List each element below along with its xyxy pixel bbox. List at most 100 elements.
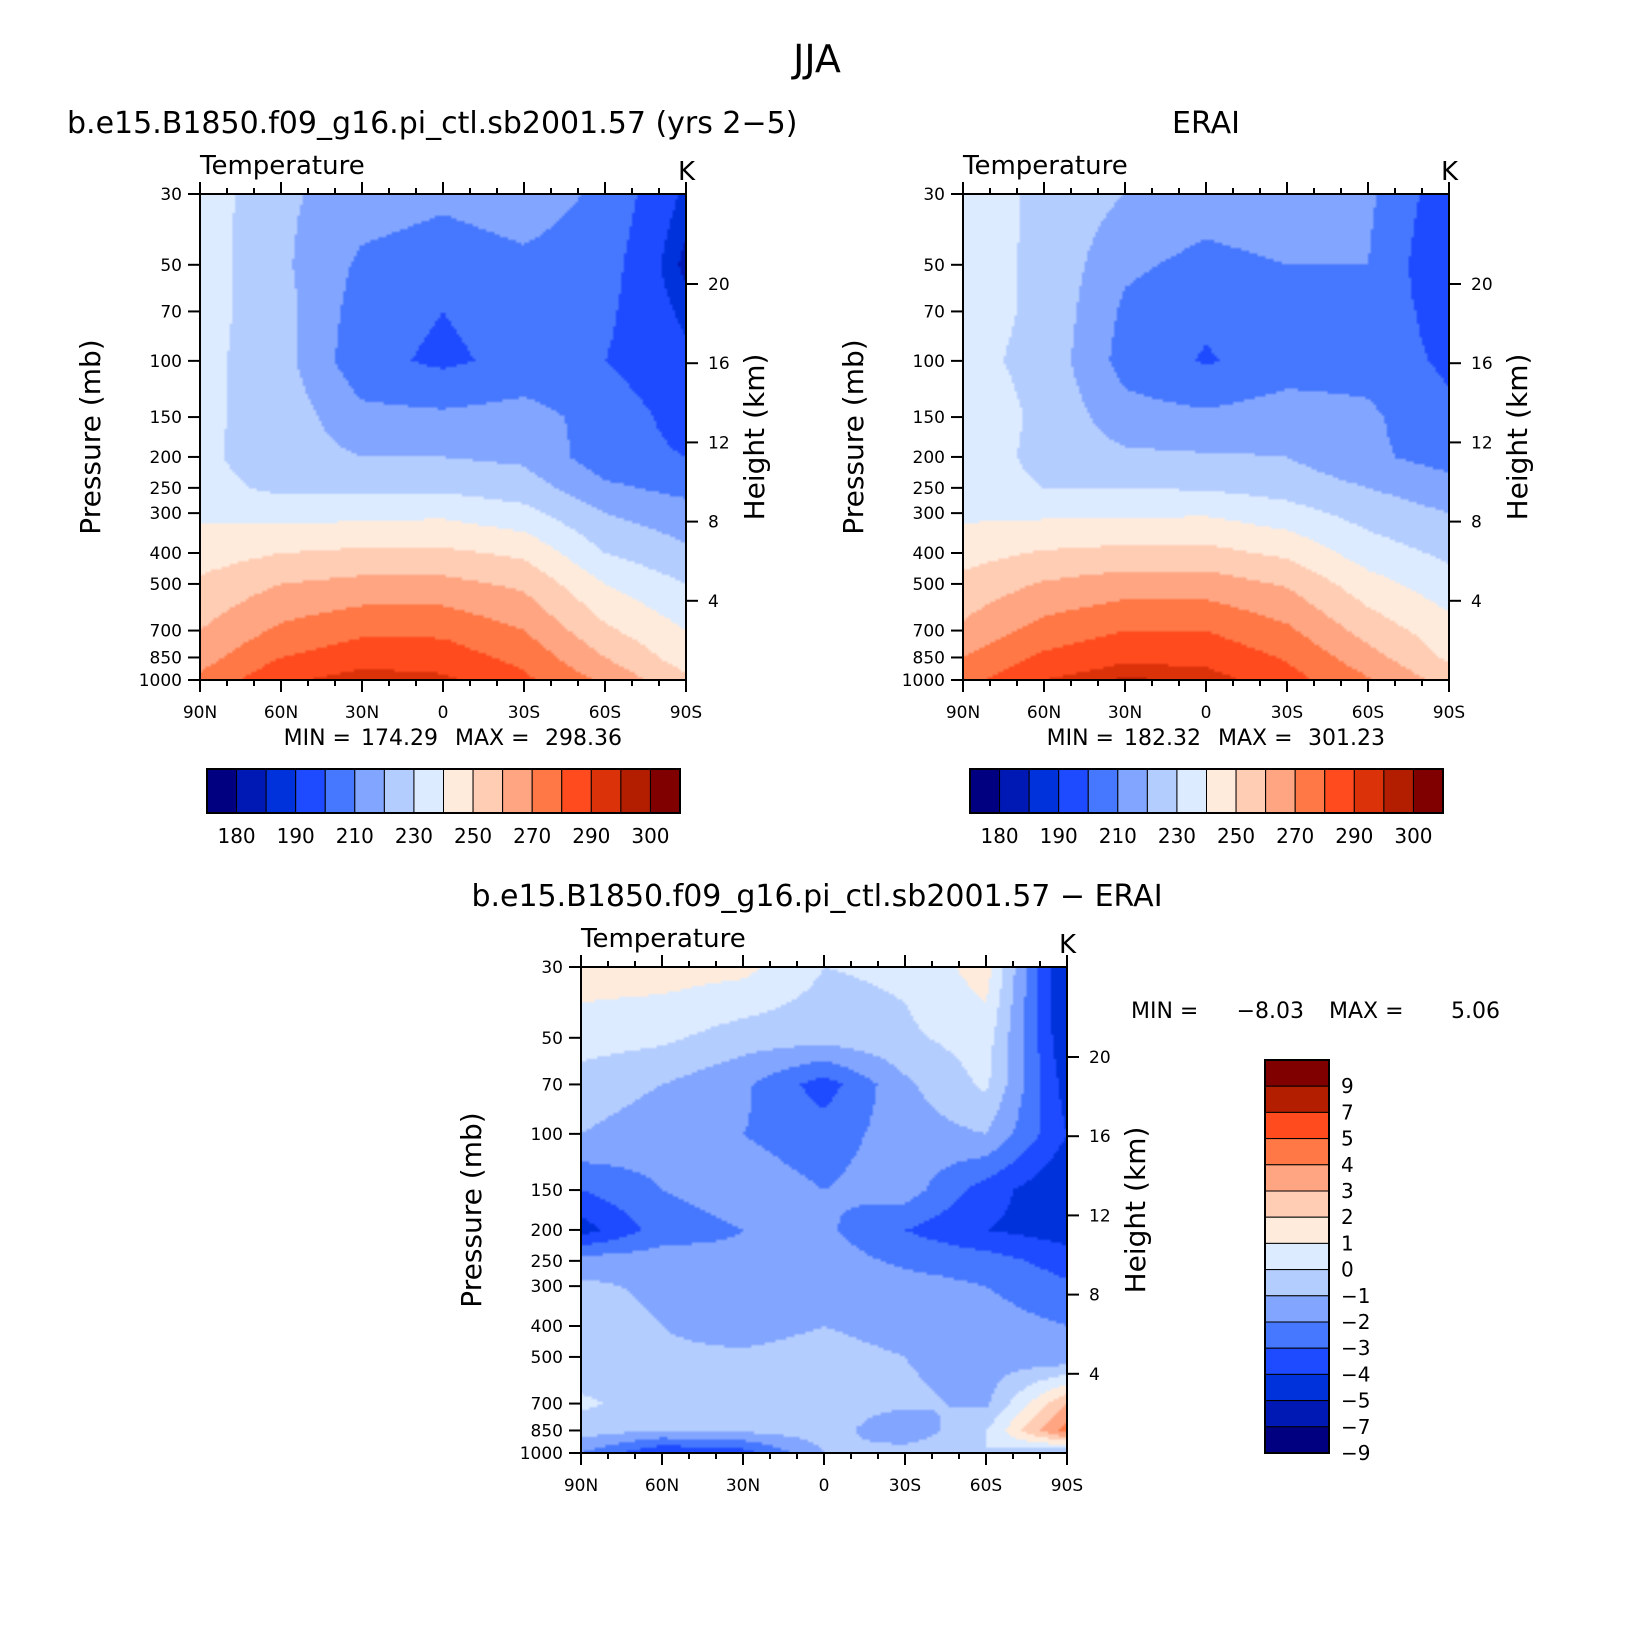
panels: b.e15.B1850.f09_g16.pi_ctl.sb2001.57 (yr…: [67, 106, 1534, 1496]
colorbar-label: −9: [1341, 1441, 1370, 1465]
colorbar-frame: [206, 768, 681, 814]
contour-field-0: [200, 194, 686, 680]
colorbar-swatch: [413, 768, 444, 814]
colorbar-label: 270: [1276, 824, 1314, 848]
y-tick-label: 50: [923, 256, 945, 276]
colorbar-swatch: [1028, 768, 1060, 814]
colorbar-swatch: [969, 768, 1001, 814]
colorbar-label: 180: [217, 824, 255, 848]
colorbar-swatch: [1412, 768, 1444, 814]
height-axis-label: Height (km): [1119, 1127, 1152, 1294]
variable-label: Temperature: [962, 151, 1128, 181]
x-tick-label: 0: [819, 1476, 830, 1496]
height-tick-label: 16: [708, 354, 730, 374]
x-tick-label: 60N: [264, 703, 298, 723]
panel-2: b.e15.B1850.f09_g16.pi_ctl.sb2001.57 − E…: [455, 879, 1500, 1496]
colorbar-swatch: [383, 768, 415, 814]
y-tick-label: 200: [150, 448, 182, 468]
y-tick-label: 100: [531, 1125, 563, 1145]
x-tick-label: 60N: [1027, 703, 1061, 723]
x-tick-label: 60N: [645, 1476, 679, 1496]
colorbar-label: 5: [1341, 1127, 1354, 1151]
stat-min-value: 174.29: [361, 726, 438, 751]
colorbar-label: −7: [1341, 1415, 1370, 1439]
height-tick-label: 4: [708, 592, 719, 612]
colorbar-label: −2: [1341, 1310, 1370, 1334]
colorbar-swatch: [1264, 1426, 1330, 1454]
y-tick-label: 200: [913, 448, 945, 468]
x-tick-label: 60S: [970, 1476, 1002, 1496]
y-tick-label: 150: [531, 1181, 563, 1201]
y-tick-label: 100: [913, 352, 945, 372]
colorbar-swatch: [561, 768, 592, 814]
x-tick-label: 90S: [1433, 703, 1465, 723]
height-tick-label: 8: [1471, 513, 1482, 533]
stat-max-value: 301.23: [1308, 726, 1385, 751]
colorbar-swatch: [502, 768, 533, 814]
colorbar-swatch: [620, 768, 651, 814]
panel-0: b.e15.B1850.f09_g16.pi_ctl.sb2001.57 (yr…: [67, 106, 797, 848]
colorbar-frame: [1264, 1059, 1330, 1454]
y-tick-label: 50: [541, 1029, 563, 1049]
variable-label: Temperature: [580, 924, 746, 954]
y-tick-label: 100: [150, 352, 182, 372]
colorbar-swatch: [1264, 1295, 1330, 1323]
y-tick-label: 250: [913, 479, 945, 499]
colorbar-swatch: [649, 768, 681, 814]
stat-max-label: MAX =: [1329, 999, 1404, 1024]
colorbar-label: 4: [1341, 1153, 1354, 1177]
colorbar-label: 250: [1217, 824, 1255, 848]
colorbar-label: 230: [395, 824, 433, 848]
height-tick-label: 16: [1471, 354, 1493, 374]
height-tick-label: 20: [708, 275, 730, 295]
x-tick-label: 0: [1201, 703, 1212, 723]
x-tick-label: 90N: [564, 1476, 598, 1496]
colorbar-swatch: [472, 768, 504, 814]
height-tick-label: 4: [1089, 1365, 1100, 1385]
colorbar-label: 180: [980, 824, 1018, 848]
colorbar-label: 210: [336, 824, 374, 848]
colorbar-label: 1: [1341, 1231, 1354, 1255]
contour-field-1: [963, 194, 1449, 680]
colorbar-swatch: [1264, 1138, 1330, 1166]
x-tick-label: 90N: [183, 703, 217, 723]
y-tick-label: 700: [150, 622, 182, 642]
height-tick-label: 20: [1089, 1048, 1111, 1068]
height-axis-label: Height (km): [1501, 354, 1534, 521]
y-tick-label: 400: [913, 544, 945, 564]
colorbar-swatch: [1264, 1269, 1330, 1297]
units-label: K: [1059, 930, 1077, 960]
x-tick-label: 90S: [1051, 1476, 1083, 1496]
panel-title: b.e15.B1850.f09_g16.pi_ctl.sb2001.57 − E…: [471, 879, 1162, 914]
height-tick-label: 16: [1089, 1127, 1111, 1147]
panel-title: b.e15.B1850.f09_g16.pi_ctl.sb2001.57 (yr…: [67, 106, 797, 141]
y-tick-label: 400: [150, 544, 182, 564]
y-tick-label: 500: [531, 1348, 563, 1368]
y-tick-label: 1000: [139, 671, 182, 691]
height-tick-label: 20: [1471, 275, 1493, 295]
x-tick-label: 30N: [1108, 703, 1142, 723]
y-tick-label: 1000: [902, 671, 945, 691]
y-tick-label: 700: [531, 1395, 563, 1415]
colorbar-swatch: [1235, 768, 1267, 814]
y-tick-label: 150: [913, 408, 945, 428]
colorbar-swatch: [324, 768, 356, 814]
stat-min-value: −8.03: [1237, 999, 1304, 1024]
x-tick-label: 90N: [946, 703, 980, 723]
colorbar-swatch: [236, 768, 267, 814]
colorbar-label: 3: [1341, 1179, 1354, 1203]
variable-label: Temperature: [199, 151, 365, 181]
colorbar-swatch: [1176, 768, 1207, 814]
stat-max-label: MAX =: [1218, 726, 1293, 751]
y-tick-label: 300: [150, 504, 182, 524]
colorbar-swatch: [1264, 1164, 1330, 1192]
y-axis-label: Pressure (mb): [837, 339, 870, 534]
panel-1: ERAI305070100150200250300400500700850100…: [837, 106, 1534, 848]
colorbar-label: 300: [631, 824, 669, 848]
y-tick-label: 70: [541, 1075, 563, 1095]
colorbar-swatch: [1146, 768, 1178, 814]
colorbar-swatch: [1264, 1400, 1330, 1428]
colorbar-swatch: [354, 768, 385, 814]
y-tick-label: 250: [150, 479, 182, 499]
